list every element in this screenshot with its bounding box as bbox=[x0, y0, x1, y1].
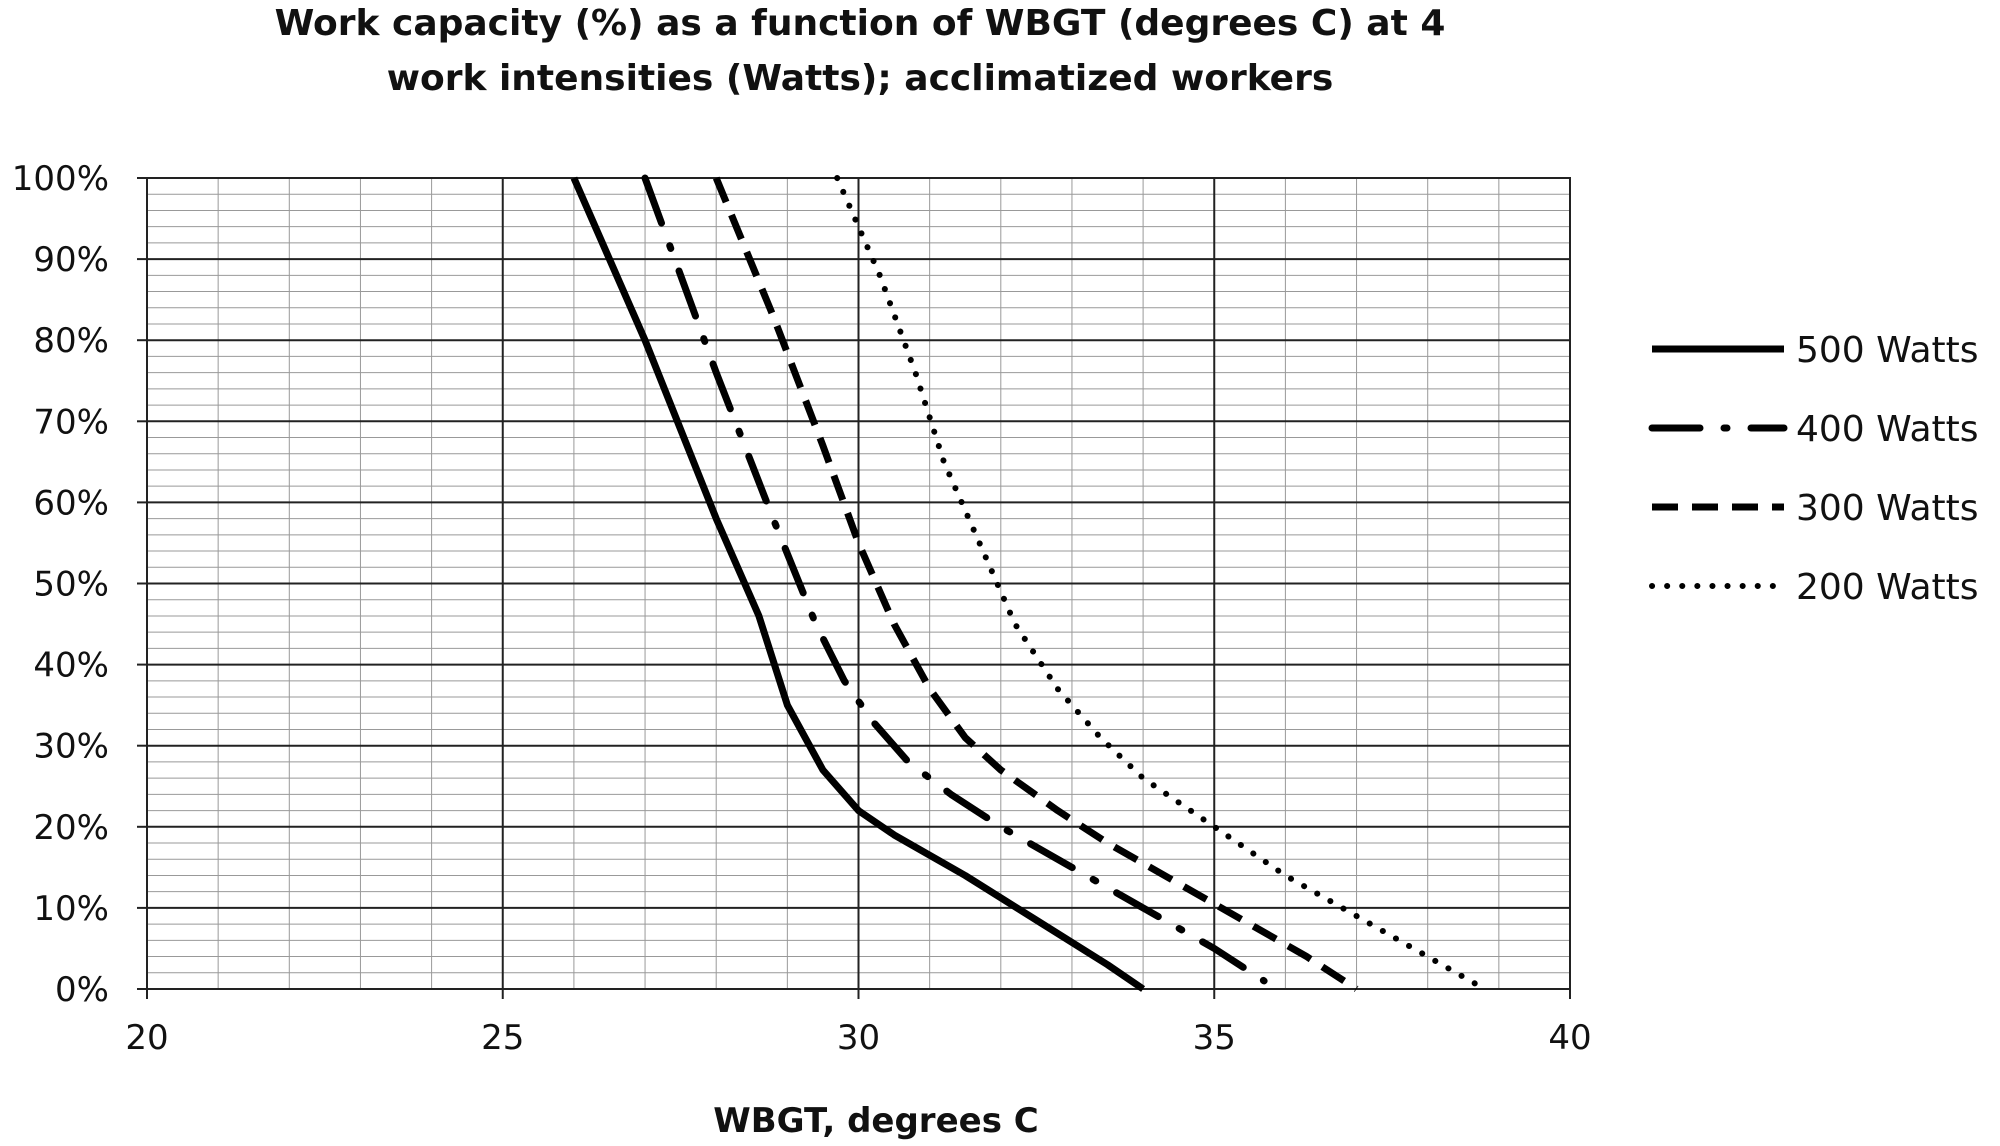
x-tick-label: 25 bbox=[481, 1018, 524, 1058]
y-tick-label: 20% bbox=[33, 808, 109, 848]
y-tick-label: 100% bbox=[12, 159, 109, 199]
y-tick-label: 70% bbox=[33, 402, 109, 442]
series-lines bbox=[570, 174, 1488, 992]
y-tick-label: 10% bbox=[33, 889, 109, 929]
legend-label-3: 200 Watts bbox=[1796, 567, 1979, 608]
legend-label-1: 400 Watts bbox=[1796, 409, 1979, 450]
legend-label-2: 300 Watts bbox=[1796, 488, 1979, 529]
series-line-3 bbox=[834, 175, 1488, 992]
y-axis-ticks: 0% 10% 20% 30% 40% 50% 60% 70% 80% 90% 100% bbox=[12, 159, 147, 1010]
x-tick-label: 40 bbox=[1548, 1018, 1591, 1058]
legend-label-0: 500 Watts bbox=[1796, 330, 1979, 371]
x-tick-label: 35 bbox=[1193, 1018, 1236, 1058]
y-tick-label: 40% bbox=[33, 646, 109, 686]
x-tick-label: 30 bbox=[837, 1018, 880, 1058]
y-tick-label: 0% bbox=[55, 970, 109, 1010]
series-line-1 bbox=[641, 174, 1268, 985]
x-tick-label: 20 bbox=[125, 1018, 168, 1058]
y-tick-label: 60% bbox=[33, 483, 109, 523]
chart-title-line-2: work intensities (Watts); acclimatized w… bbox=[387, 58, 1334, 99]
series-line-0 bbox=[570, 176, 1146, 992]
y-tick-label: 90% bbox=[33, 240, 109, 280]
series-line-2 bbox=[712, 176, 1359, 992]
x-axis-label: WBGT, degrees C bbox=[713, 1101, 1038, 1141]
y-tick-label: 30% bbox=[33, 727, 109, 767]
chart-title-line-1: Work capacity (%) as a function of WBGT … bbox=[275, 3, 1446, 44]
y-tick-label: 50% bbox=[33, 565, 109, 605]
y-tick-label: 80% bbox=[33, 321, 109, 361]
legend: 500 Watts 400 Watts 300 Watts 200 Watts bbox=[1648, 330, 1979, 608]
x-axis-ticks: 20 25 30 35 40 bbox=[125, 989, 1592, 1058]
